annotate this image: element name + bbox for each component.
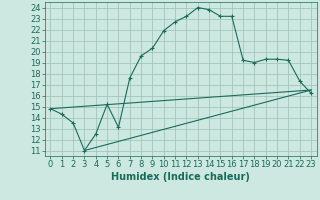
X-axis label: Humidex (Indice chaleur): Humidex (Indice chaleur): [111, 172, 250, 182]
